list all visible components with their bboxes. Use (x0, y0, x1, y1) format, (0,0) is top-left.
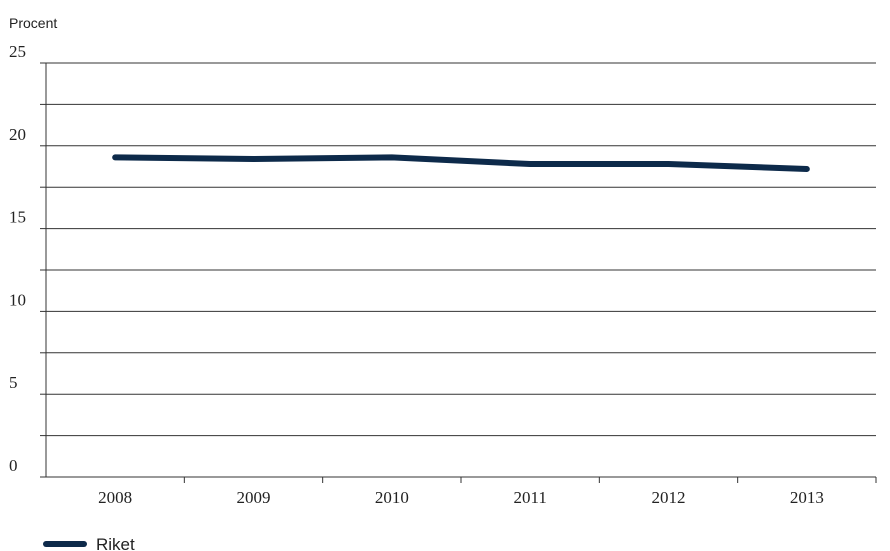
gridlines (46, 62, 876, 437)
legend: Riket (43, 535, 135, 551)
y-axis-label: Procent (9, 15, 57, 31)
y-tick-label: 10 (9, 290, 26, 309)
axes (40, 62, 877, 483)
x-tick-label: 2008 (98, 488, 132, 507)
y-tick-label: 25 (9, 42, 26, 61)
y-tick-label: 20 (9, 125, 26, 144)
x-tick-label: 2010 (375, 488, 409, 507)
x-tick-label: 2011 (513, 488, 546, 507)
x-tick-label: 2012 (652, 488, 686, 507)
y-tick-label: 5 (9, 373, 18, 392)
series-line-riket (112, 154, 810, 172)
y-tick-label: 0 (9, 456, 18, 475)
x-tick-labels: 2008 2009 2010 2011 2012 2013 (98, 488, 824, 507)
legend-label-riket: Riket (96, 535, 135, 551)
y-tick-labels: 0 5 10 15 20 25 (9, 42, 26, 475)
y-tick-label: 15 (9, 208, 26, 227)
x-tick-label: 2009 (237, 488, 271, 507)
x-tick-label: 2013 (790, 488, 824, 507)
series-group (112, 154, 810, 172)
